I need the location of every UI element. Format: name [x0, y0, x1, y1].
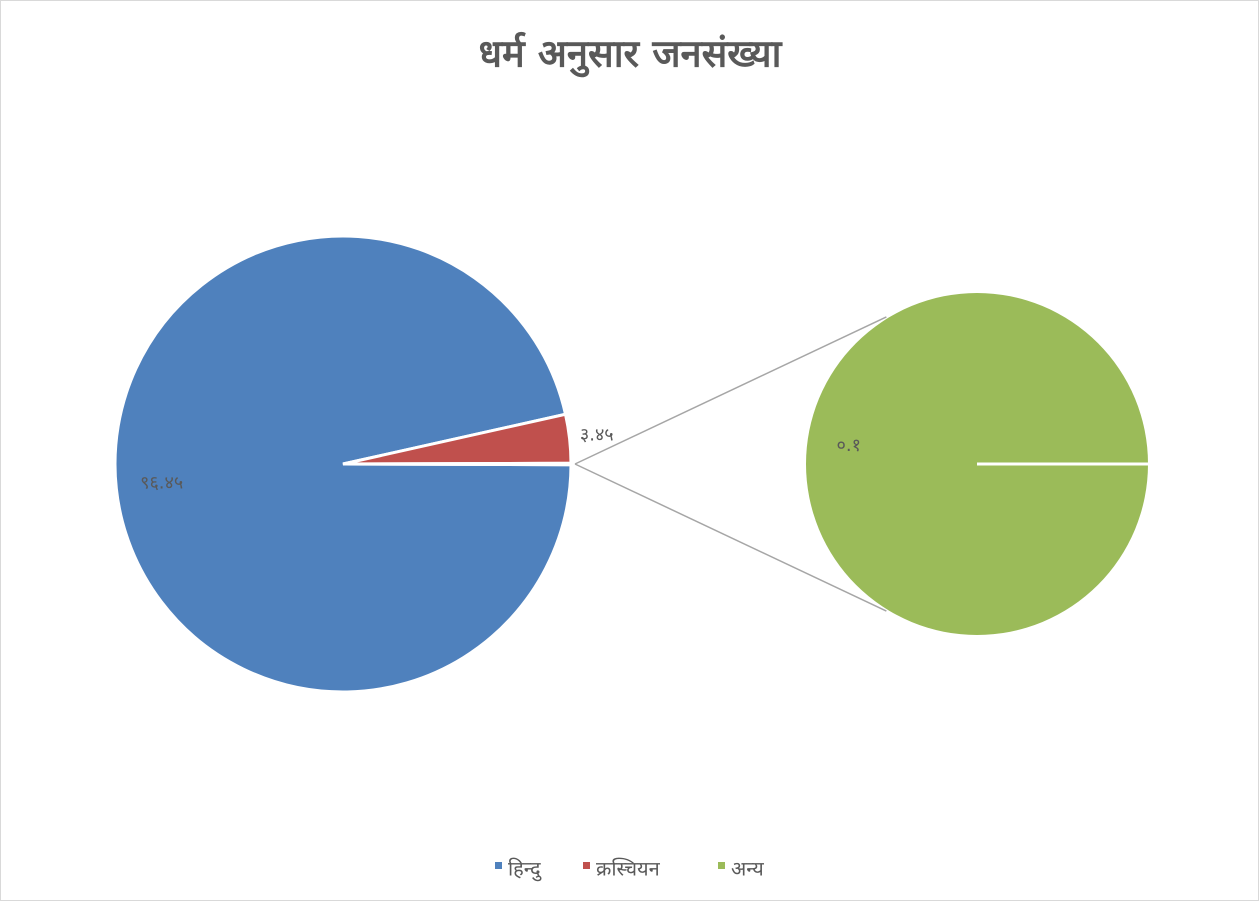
data-label: ३.४५ [580, 425, 614, 446]
legend-swatch [495, 862, 502, 869]
legend-label: हिन्दु [508, 857, 542, 882]
connector [574, 316, 887, 465]
legend-swatch [583, 862, 590, 869]
data-label: ९६.४५ [140, 473, 183, 494]
legend-label: अन्य [731, 857, 764, 881]
pie-slice [342, 461, 573, 467]
connector [574, 463, 887, 612]
chart-title: धर्म अनुसार जनसंख्या [479, 32, 783, 78]
legend-label: क्रस्चियन [596, 857, 661, 881]
data-label: ०.१ [837, 435, 861, 456]
legend-swatch [718, 862, 725, 869]
